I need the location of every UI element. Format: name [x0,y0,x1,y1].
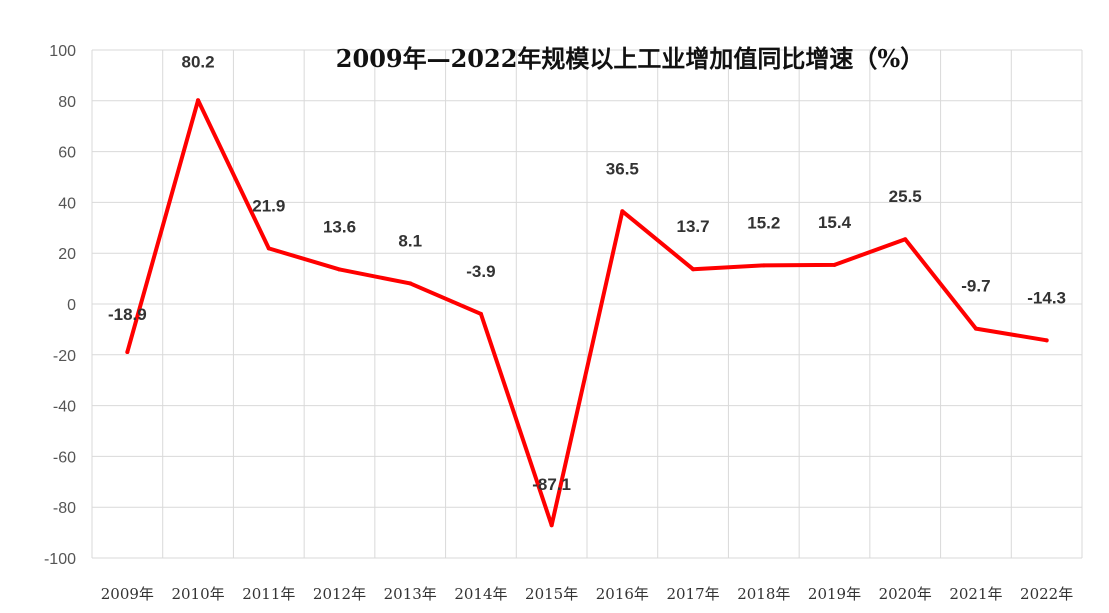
data-label: 8.1 [398,231,422,250]
data-point [691,267,696,272]
data-point [973,326,978,331]
data-point [620,209,625,214]
data-point [1044,338,1049,343]
x-tick-label: 2020年 [879,585,932,603]
data-point [408,281,413,286]
y-tick-label: 40 [58,195,76,212]
data-point [903,237,908,242]
gridlines [91,49,1083,559]
x-tick-label: 2010年 [171,585,224,603]
chart-title: 2009年—2022年规模以上工业增加值同比增速（%） [336,44,924,73]
x-tick-label: 2016年 [596,585,649,603]
y-axis: 100 80 60 40 20 0 -20 -40 -60 -80 -100 [44,43,76,568]
x-tick-label: 2017年 [666,585,719,603]
data-labels: -18.9 80.2 21.9 13.6 8.1 -3.9 -87.1 36.5 13.7 15.… [108,52,1066,494]
y-tick-label: -80 [53,500,76,517]
data-label: 13.6 [323,217,356,236]
x-tick-label: 2022年 [1020,585,1073,603]
y-tick-label: 20 [58,246,76,263]
x-tick-label: 2014年 [454,585,507,603]
y-tick-label: 0 [67,297,76,314]
x-tick-label: 2009年 [101,585,154,603]
x-tick-label: 2019年 [808,585,861,603]
data-label: -18.9 [108,305,147,324]
x-tick-label: 2013年 [384,585,437,603]
data-point [125,350,130,355]
data-point [761,263,766,268]
y-tick-label: 100 [49,43,76,60]
data-point [478,311,483,316]
data-point [832,262,837,267]
data-label: 80.2 [182,52,215,71]
data-label: -3.9 [466,262,495,281]
x-axis: 2009年 2010年 2011年 2012年 2013年 2014年 2015年 2016年… [101,585,1073,603]
x-tick-label: 2015年 [525,585,578,603]
x-tick-label: 2018年 [737,585,790,603]
data-point [196,98,201,103]
y-tick-label: -60 [53,449,76,466]
data-label: -87.1 [532,475,571,494]
data-label: 13.7 [677,217,710,236]
x-tick-label: 2012年 [313,585,366,603]
data-label: -14.3 [1027,288,1066,307]
data-label: -9.7 [961,277,990,296]
data-point [337,267,342,272]
y-tick-label: 60 [58,145,76,162]
series-line [125,98,1049,528]
data-label: 21.9 [252,196,285,215]
x-tick-label: 2011年 [242,585,295,603]
y-tick-label: -40 [53,399,76,416]
x-tick-label: 2021年 [949,585,1002,603]
data-label: 25.5 [889,187,922,206]
y-tick-label: 80 [58,94,76,111]
data-label: 15.4 [818,213,852,232]
data-label: 36.5 [606,159,639,178]
y-tick-label: -20 [53,348,76,365]
data-point [549,523,554,528]
y-tick-label: -100 [44,551,76,568]
data-point [266,246,271,251]
data-label: 15.2 [747,213,780,232]
series-line-layer [125,98,1049,528]
